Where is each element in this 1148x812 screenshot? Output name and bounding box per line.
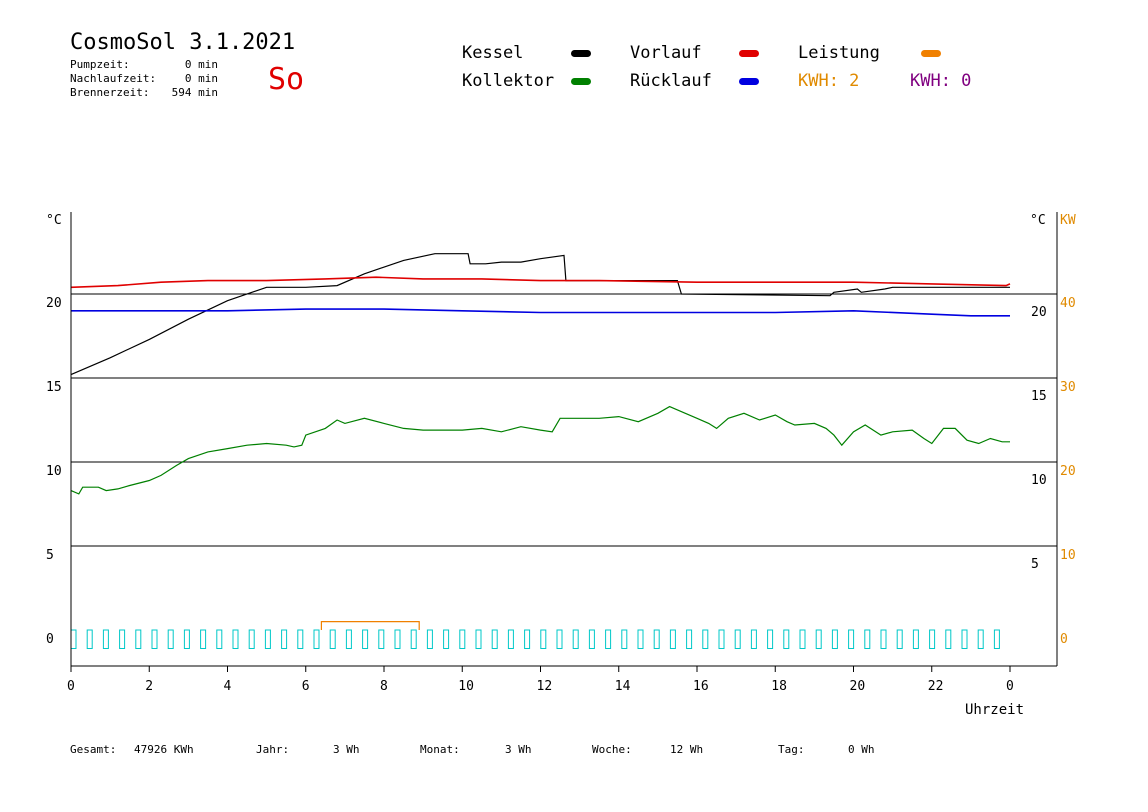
x-tick-label: 16 bbox=[693, 679, 709, 694]
legend-kessel-label: Kessel bbox=[462, 43, 524, 63]
left-tick-label: 15 bbox=[46, 380, 62, 395]
series-leistung bbox=[320, 620, 420, 630]
right-tick-label: 5 bbox=[1031, 557, 1039, 572]
legend-ruecklauf-label: Rücklauf bbox=[630, 71, 712, 91]
weekday-label: So bbox=[268, 62, 305, 97]
brennerzeit-value: 594 min bbox=[171, 86, 218, 99]
footer-woche-value: 12 Wh bbox=[670, 743, 704, 756]
kw-tick-label: 40 bbox=[1060, 296, 1076, 311]
series-vorlauf bbox=[70, 276, 1011, 289]
footer-jahr-value: 3 Wh bbox=[333, 743, 360, 756]
grid-layer bbox=[71, 293, 1057, 547]
series-kessel bbox=[70, 253, 1010, 376]
x-axis-label: Uhrzeit bbox=[965, 702, 1024, 718]
left-tick-label: 10 bbox=[46, 464, 62, 479]
legend-kollektor-swatch bbox=[571, 78, 591, 85]
x-tick-label: 8 bbox=[380, 679, 388, 694]
legend-vorlauf-swatch bbox=[739, 50, 759, 57]
nachlaufzeit-label: Nachlaufzeit: bbox=[70, 72, 157, 85]
x-tick-label: 22 bbox=[928, 679, 944, 694]
pump-pulse-track bbox=[70, 629, 1000, 649]
pumpzeit-value: 0 min bbox=[184, 58, 218, 71]
x-tick-label: 6 bbox=[302, 679, 310, 694]
legend-vorlauf-label: Vorlauf bbox=[630, 43, 702, 63]
legend-leistung-label: Leistung bbox=[798, 43, 880, 63]
right-kw-unit-label: KW bbox=[1060, 213, 1076, 228]
left-unit-label: °C bbox=[46, 213, 62, 228]
left-tick-label: 20 bbox=[46, 296, 62, 311]
pump-pulse-line bbox=[70, 629, 1000, 649]
pumpzeit-label: Pumpzeit: bbox=[70, 58, 130, 71]
x-tick-label: 20 bbox=[850, 679, 866, 694]
x-tick-label: 4 bbox=[224, 679, 232, 694]
x-tick-label: 12 bbox=[537, 679, 553, 694]
series-kollektor bbox=[70, 405, 1010, 495]
legend-kollektor-label: Kollektor bbox=[462, 71, 555, 91]
x-tick-label: 0 bbox=[67, 679, 75, 694]
legend-kwh-orange: KWH: 2 bbox=[798, 71, 860, 91]
right-unit-label: °C bbox=[1030, 213, 1046, 228]
right-tick-label: 20 bbox=[1031, 305, 1047, 320]
series-layer bbox=[70, 253, 1011, 630]
x-tick-label: 0 bbox=[1006, 679, 1014, 694]
x-tick-label: 10 bbox=[458, 679, 474, 694]
left-tick-label: 0 bbox=[46, 632, 54, 647]
series-ruecklauf bbox=[71, 308, 1010, 317]
footer-monat-label: Monat: bbox=[420, 743, 460, 756]
left-tick-label: 5 bbox=[46, 548, 54, 563]
kw-tick-label: 10 bbox=[1060, 548, 1076, 563]
x-tick-label: 2 bbox=[145, 679, 153, 694]
kw-tick-label: 0 bbox=[1060, 632, 1068, 647]
app-title: CosmoSol 3.1.2021 bbox=[70, 30, 296, 55]
x-tick-label: 14 bbox=[615, 679, 631, 694]
footer-tag-label: Tag: bbox=[778, 743, 805, 756]
legend-ruecklauf-swatch bbox=[739, 78, 759, 85]
right-tick-label: 15 bbox=[1031, 389, 1047, 404]
footer-gesamt-label: Gesamt: bbox=[70, 743, 117, 756]
legend-kwh-purple: KWH: 0 bbox=[910, 71, 972, 91]
x-tick-label: 18 bbox=[771, 679, 787, 694]
kw-tick-label: 30 bbox=[1060, 380, 1076, 395]
footer-tag-value: 0 Wh bbox=[848, 743, 875, 756]
kw-tick-label: 20 bbox=[1060, 464, 1076, 479]
footer-jahr-label: Jahr: bbox=[256, 743, 290, 756]
brennerzeit-label: Brennerzeit: bbox=[70, 86, 150, 99]
footer-gesamt-value: 47926 KWh bbox=[134, 743, 194, 756]
right-tick-label: 10 bbox=[1031, 473, 1047, 488]
footer-woche-label: Woche: bbox=[592, 743, 632, 756]
legend-kessel-swatch bbox=[571, 50, 591, 57]
footer-monat-value: 3 Wh bbox=[505, 743, 532, 756]
nachlaufzeit-value: 0 min bbox=[184, 72, 218, 85]
legend-leistung-swatch bbox=[921, 50, 941, 57]
axis-layer: 0 5 10 15 20 5 10 15 20 0 10 20 30 40 0 2 4 6 8 10 12 14 16 18 2… bbox=[46, 212, 1076, 694]
